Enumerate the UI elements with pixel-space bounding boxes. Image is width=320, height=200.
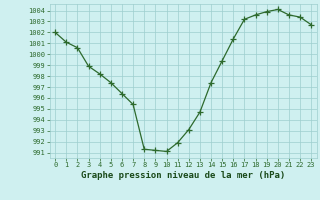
X-axis label: Graphe pression niveau de la mer (hPa): Graphe pression niveau de la mer (hPa) — [81, 171, 285, 180]
